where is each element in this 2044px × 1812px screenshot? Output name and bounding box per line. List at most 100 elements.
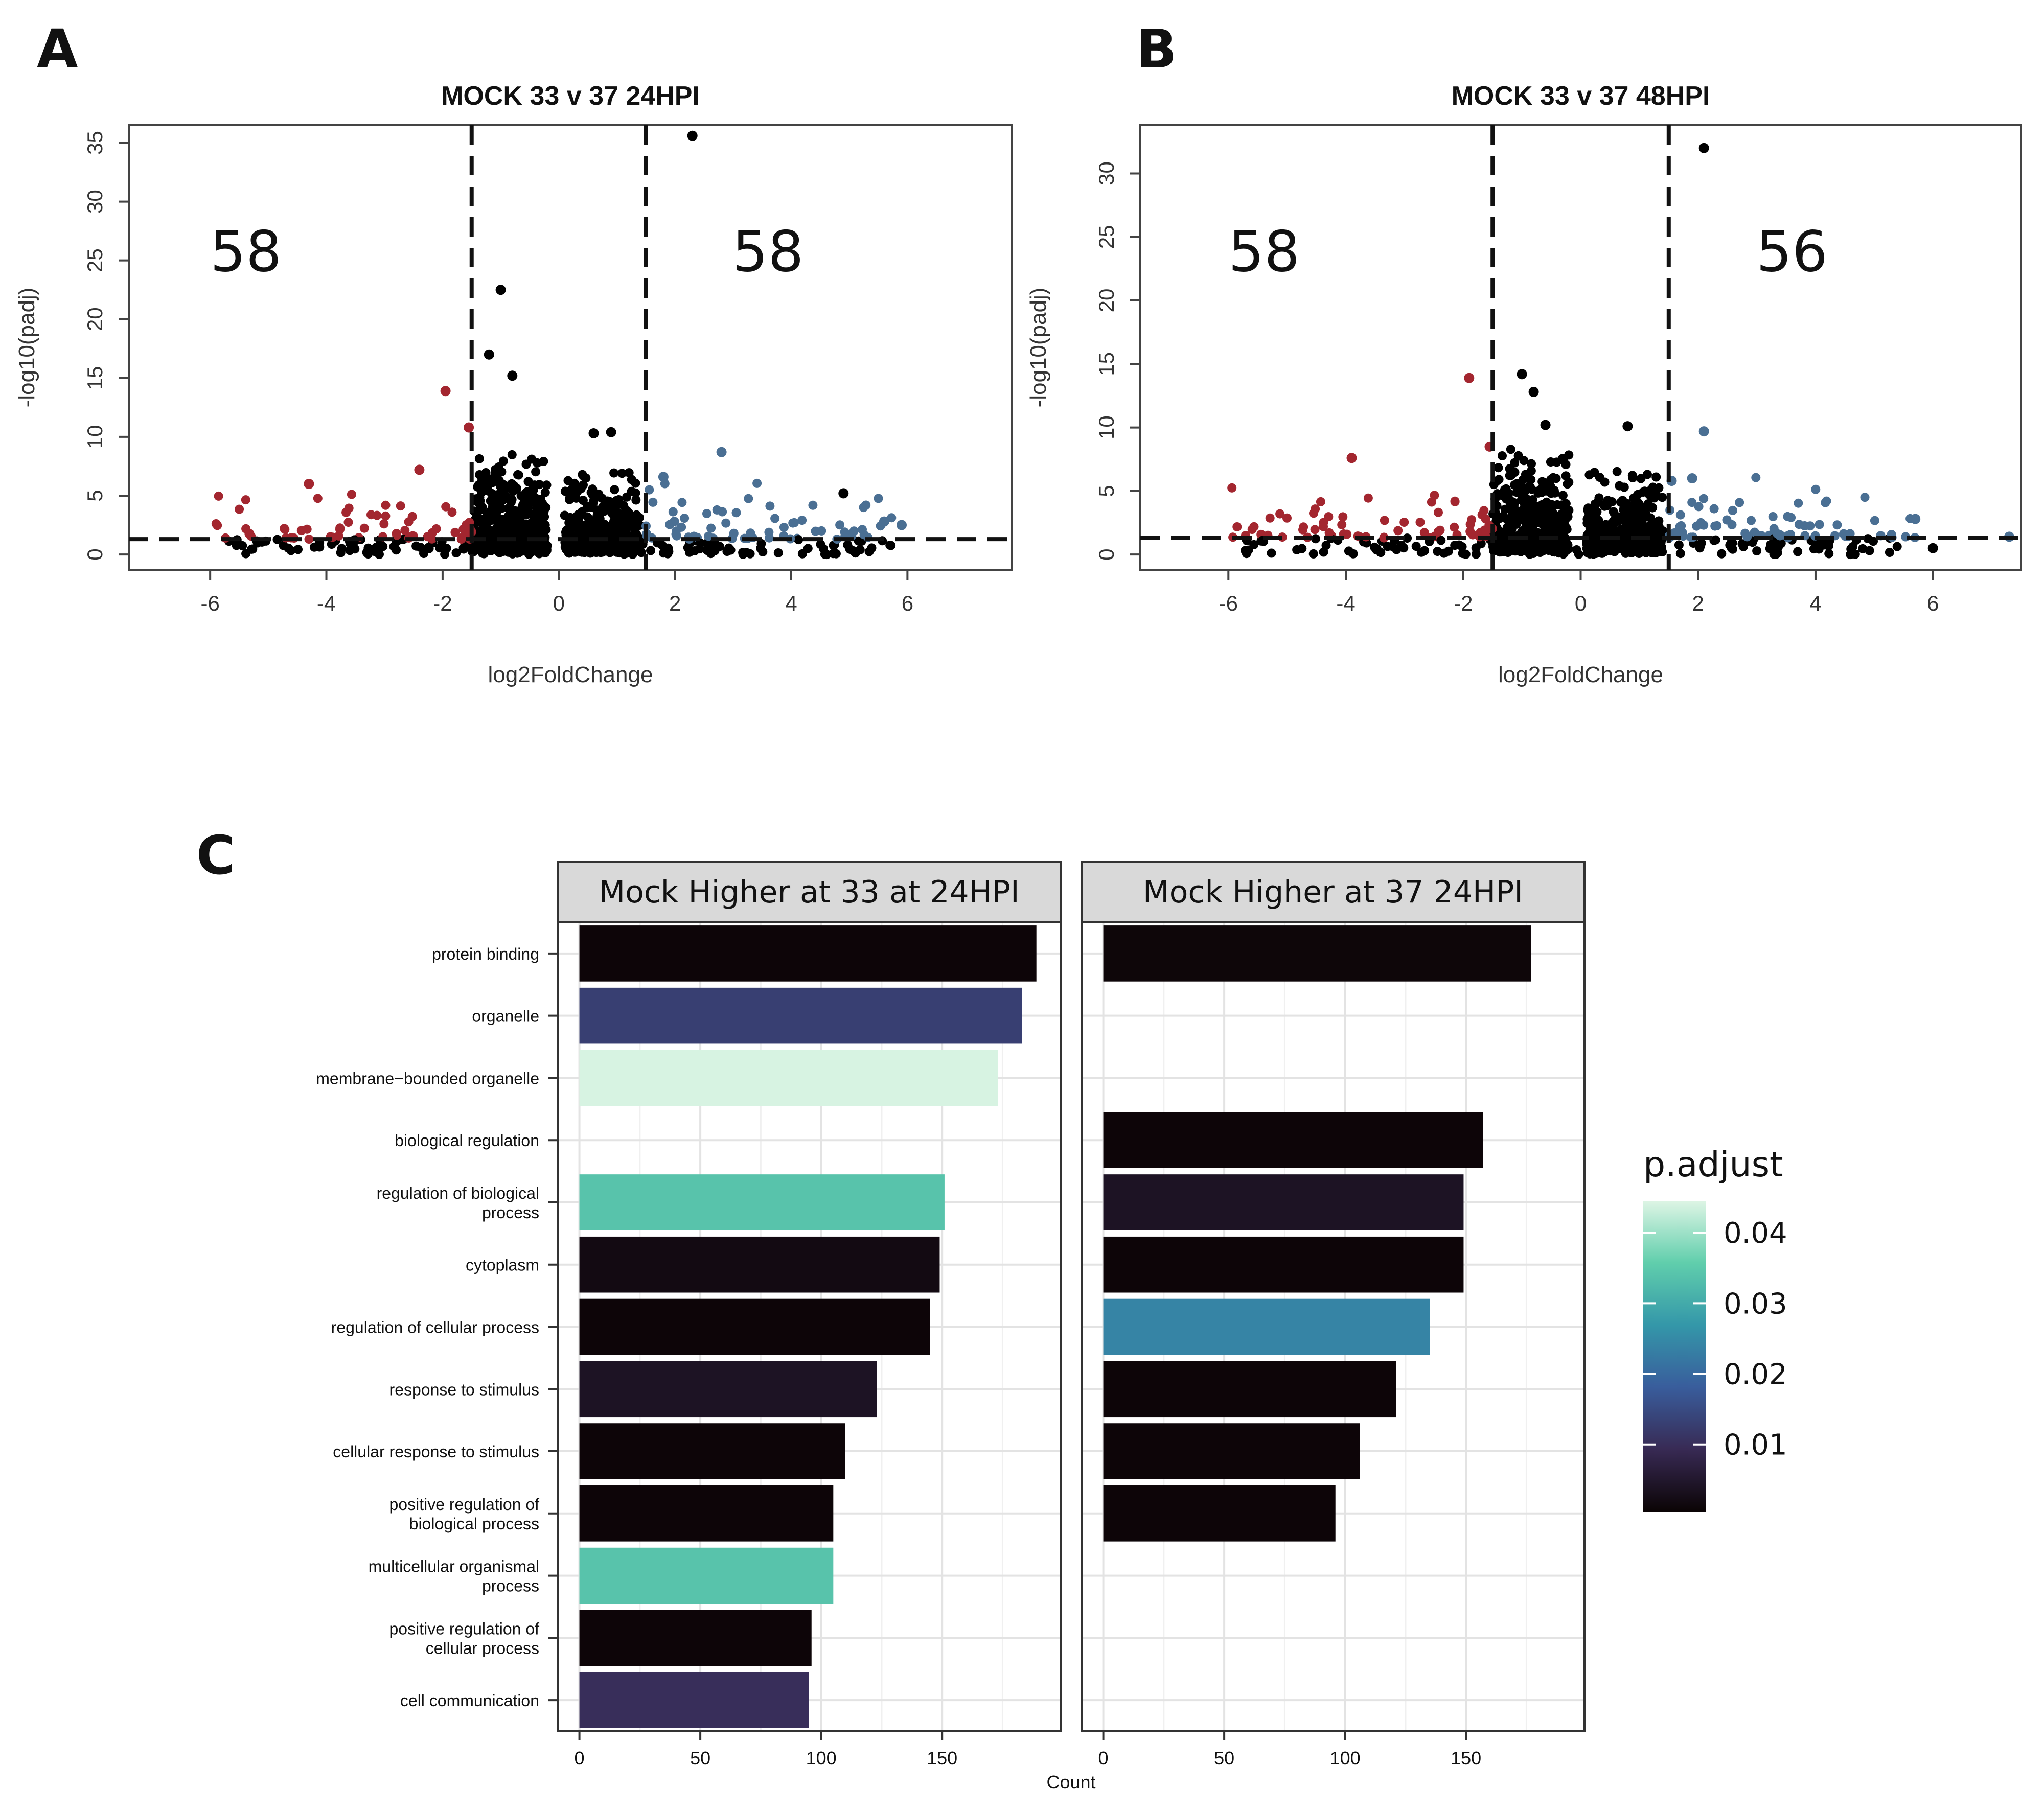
data-point <box>1527 459 1536 469</box>
facet-strip <box>557 861 1062 923</box>
data-point <box>1742 532 1752 542</box>
data-point <box>1430 491 1439 500</box>
y-tick-label: 5 <box>1094 485 1118 497</box>
data-point <box>845 544 855 554</box>
data-point <box>481 519 491 528</box>
x-tick-label: 6 <box>1927 591 1939 615</box>
data-point <box>496 504 506 513</box>
y-tick-label: 30 <box>1094 161 1118 185</box>
facet-panel: Mock Higher at 37 24HPI 0 50 100 150 <box>1081 861 1586 1769</box>
data-point <box>1927 543 1938 553</box>
data-point <box>1694 502 1704 512</box>
data-point <box>1747 516 1756 525</box>
data-point <box>788 518 798 528</box>
data-point <box>831 549 841 559</box>
bar <box>579 1672 809 1728</box>
category-label: biological regulation <box>395 1131 539 1150</box>
bar <box>1103 1361 1396 1418</box>
data-point <box>1525 481 1534 491</box>
data-point <box>838 488 849 499</box>
data-point <box>542 480 552 490</box>
category-label: cellular response to stimulus <box>333 1443 539 1461</box>
data-point <box>492 539 501 549</box>
data-point <box>794 535 803 545</box>
data-point <box>1298 525 1307 535</box>
data-point <box>1646 513 1656 523</box>
x-tick-label: -6 <box>1219 591 1238 615</box>
data-point <box>680 514 690 523</box>
x-tick-label: 100 <box>1330 1748 1361 1769</box>
data-point <box>1589 534 1599 544</box>
x-tick-label: 2 <box>1692 591 1704 615</box>
data-point <box>1751 473 1761 482</box>
facet-strip <box>1081 861 1586 923</box>
data-point <box>521 488 531 497</box>
data-point <box>1491 516 1501 526</box>
data-point <box>855 545 865 554</box>
data-point <box>1599 545 1609 554</box>
data-point <box>1396 541 1406 550</box>
data-point <box>1622 421 1633 432</box>
data-point <box>1727 520 1737 529</box>
category-label: positive regulation of <box>389 1619 539 1638</box>
data-point <box>366 510 376 520</box>
x-tick-label: 4 <box>785 591 797 615</box>
x-tick-label: 0 <box>553 591 565 615</box>
facet-panel: Mock Higher at 33 at 24HPI 0 50 100 150 <box>557 861 1062 1769</box>
data-point <box>588 428 599 438</box>
bar <box>579 1485 834 1542</box>
count-upregulated: 56 <box>1756 219 1828 285</box>
data-point <box>404 517 414 527</box>
x-tick-label: 50 <box>690 1748 710 1769</box>
data-point <box>1419 528 1429 538</box>
data-point <box>1584 470 1594 480</box>
data-point <box>1533 488 1543 498</box>
data-point <box>609 516 619 526</box>
data-point <box>897 520 907 530</box>
category-label: cellular process <box>426 1639 539 1657</box>
bar <box>579 925 1037 982</box>
data-point <box>1506 445 1515 454</box>
data-point <box>1699 494 1709 503</box>
y-tick-label: 15 <box>1094 352 1118 376</box>
data-point <box>534 515 543 524</box>
data-point <box>447 507 457 517</box>
x-tick-label: 6 <box>902 591 913 615</box>
data-point <box>1503 548 1513 557</box>
data-point <box>627 475 636 484</box>
data-point <box>835 520 845 530</box>
data-point <box>1551 474 1561 483</box>
data-point <box>1698 426 1709 437</box>
bar <box>579 1423 845 1479</box>
data-point <box>378 542 388 551</box>
bar <box>1103 1236 1464 1293</box>
legend-title: p.adjust <box>1643 1145 1783 1185</box>
data-point <box>493 513 503 523</box>
data-point <box>581 473 591 483</box>
data-point <box>280 525 290 535</box>
data-point <box>1512 543 1522 552</box>
data-point <box>1615 481 1624 491</box>
category-label: process <box>482 1203 539 1222</box>
data-point <box>1590 509 1599 519</box>
data-point <box>526 542 536 551</box>
data-point <box>1370 542 1380 552</box>
data-point <box>1572 545 1581 554</box>
data-point <box>1520 542 1530 551</box>
data-point <box>1558 501 1568 510</box>
data-point <box>1242 549 1251 559</box>
data-point <box>622 506 632 516</box>
bar <box>1103 1298 1430 1355</box>
data-point <box>531 529 540 539</box>
data-point <box>476 503 486 513</box>
data-point <box>1319 547 1328 557</box>
data-point <box>1783 512 1793 521</box>
facet-title: Mock Higher at 33 at 24HPI <box>599 874 1019 910</box>
data-point <box>1687 473 1697 483</box>
data-point <box>716 447 727 457</box>
data-point <box>1793 547 1803 556</box>
y-tick-label: 5 <box>83 490 107 501</box>
data-point <box>1383 542 1392 551</box>
data-point <box>1420 546 1430 555</box>
data-point <box>1653 517 1663 526</box>
